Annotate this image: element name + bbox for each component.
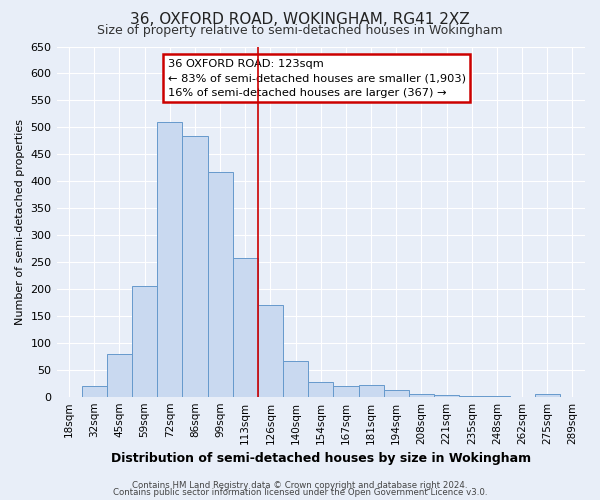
Bar: [283, 360, 308, 396]
Text: Size of property relative to semi-detached houses in Wokingham: Size of property relative to semi-detach…: [97, 24, 503, 37]
Text: 36, OXFORD ROAD, WOKINGHAM, RG41 2XZ: 36, OXFORD ROAD, WOKINGHAM, RG41 2XZ: [130, 12, 470, 28]
Bar: [182, 136, 208, 396]
Bar: [334, 386, 359, 396]
Text: Contains HM Land Registry data © Crown copyright and database right 2024.: Contains HM Land Registry data © Crown c…: [132, 480, 468, 490]
Bar: [409, 394, 434, 396]
Bar: [208, 172, 233, 396]
Bar: [535, 394, 560, 396]
Text: Contains public sector information licensed under the Open Government Licence v3: Contains public sector information licen…: [113, 488, 487, 497]
Bar: [157, 122, 182, 396]
Bar: [132, 286, 157, 397]
Bar: [82, 386, 107, 396]
Bar: [107, 354, 132, 397]
Bar: [383, 390, 409, 396]
Bar: [359, 385, 383, 396]
Bar: [258, 305, 283, 396]
Bar: [434, 395, 459, 396]
Bar: [233, 258, 258, 396]
Y-axis label: Number of semi-detached properties: Number of semi-detached properties: [15, 118, 25, 324]
Text: 36 OXFORD ROAD: 123sqm
← 83% of semi-detached houses are smaller (1,903)
16% of : 36 OXFORD ROAD: 123sqm ← 83% of semi-det…: [167, 59, 466, 98]
X-axis label: Distribution of semi-detached houses by size in Wokingham: Distribution of semi-detached houses by …: [111, 452, 531, 465]
Bar: [308, 382, 334, 396]
